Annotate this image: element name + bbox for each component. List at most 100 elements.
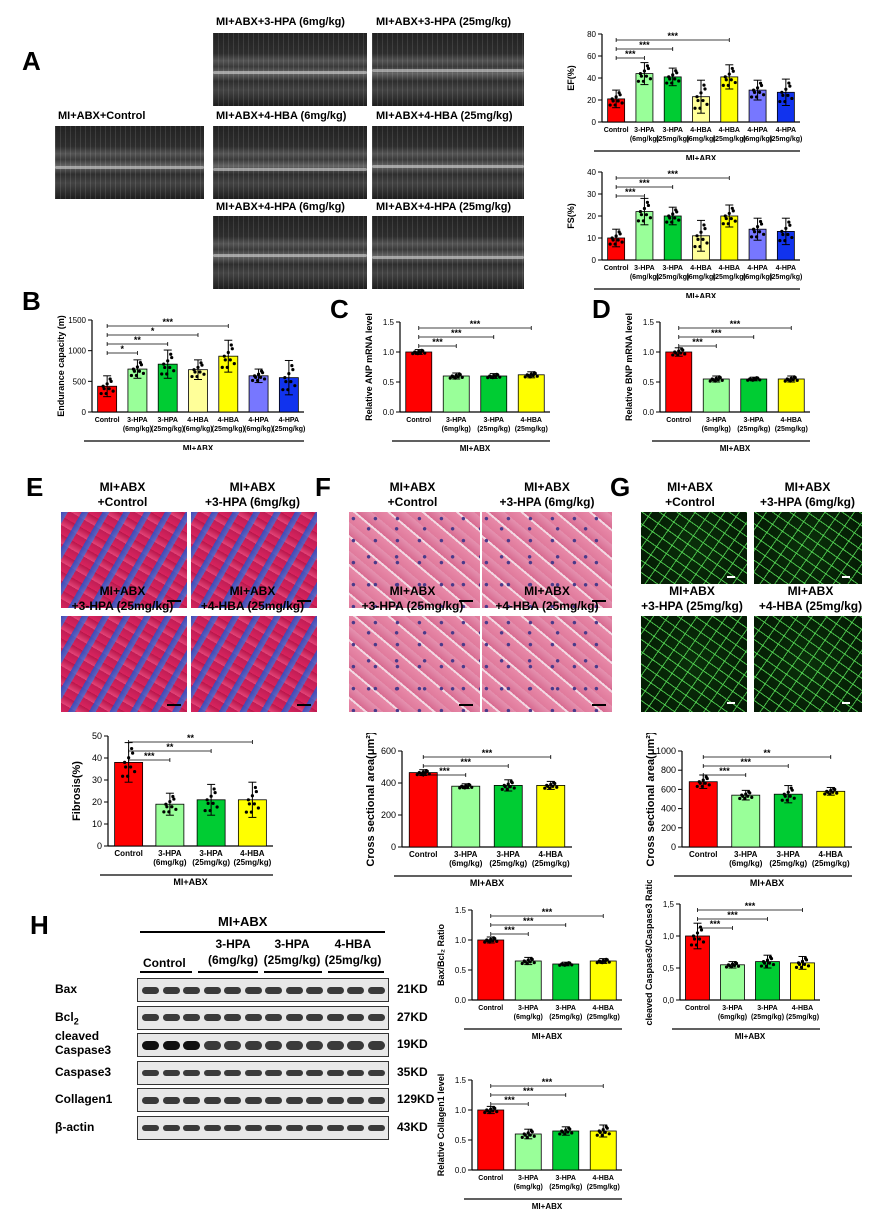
blot-band — [347, 1069, 364, 1076]
data-point — [129, 765, 133, 769]
data-point — [560, 962, 564, 966]
panel-label-a: A — [22, 46, 41, 76]
data-point — [718, 376, 722, 380]
blot-kd-label: 19KD — [397, 1037, 428, 1051]
title-line: +3-HPA (6mg/kg) — [499, 495, 595, 509]
significance-label: *** — [710, 919, 721, 929]
y-tick-label: 0 — [97, 841, 102, 851]
data-point — [196, 365, 200, 369]
significance-label: *** — [460, 757, 471, 767]
data-point — [793, 376, 797, 380]
significance-label: *** — [711, 328, 722, 338]
data-point — [522, 1132, 526, 1136]
data-point — [705, 776, 709, 781]
data-point — [795, 378, 799, 382]
blot-band — [347, 1040, 364, 1050]
y-tick-label: 0 — [82, 408, 87, 417]
blot-band — [142, 986, 159, 994]
blot-band — [224, 1124, 241, 1131]
data-point — [677, 349, 681, 353]
data-point — [673, 216, 677, 220]
data-point — [754, 235, 759, 239]
data-point — [677, 79, 681, 83]
panel-label-d: D — [592, 294, 611, 324]
significance-label: *** — [144, 751, 155, 761]
data-point — [417, 771, 421, 775]
blot-kd-label: 129KD — [397, 1092, 435, 1106]
significance-label: * — [121, 344, 125, 354]
data-point — [746, 794, 750, 798]
blot-row-label: Caspase3 — [55, 1064, 112, 1079]
y-axis-label: Endurance capacity (m) — [56, 315, 66, 417]
x-tick-label: 4-HBA — [593, 1175, 614, 1182]
title-line: +3-HPA (6mg/kg) — [759, 495, 855, 509]
data-point — [788, 84, 792, 88]
data-point — [494, 374, 498, 379]
x-tick-label: 4-HPA — [747, 265, 767, 272]
data-point — [505, 787, 509, 791]
data-point — [701, 98, 705, 103]
data-point — [787, 220, 791, 224]
blot-col-underline — [140, 971, 192, 973]
data-point — [781, 93, 785, 97]
data-point — [448, 376, 452, 380]
data-point — [170, 355, 174, 360]
data-point — [697, 937, 702, 941]
data-point — [620, 101, 624, 105]
blot-band — [265, 1040, 282, 1050]
data-point — [488, 374, 492, 378]
data-point — [255, 378, 260, 383]
data-point — [644, 74, 649, 78]
y-tick-label: 0,5 — [663, 964, 675, 973]
data-point — [790, 96, 794, 101]
data-point — [491, 939, 495, 943]
data-point — [101, 384, 105, 388]
data-point — [160, 372, 164, 376]
y-tick-label: 600 — [661, 784, 676, 794]
data-point — [788, 794, 792, 798]
x-tick-label: (25mg/kg) — [272, 426, 305, 433]
data-point — [731, 209, 735, 213]
data-point — [726, 963, 731, 967]
data-point — [195, 374, 199, 379]
data-point — [607, 960, 611, 964]
bar — [816, 790, 846, 848]
group-label: MI+ABX — [532, 1032, 563, 1041]
title-line: MI+ABX — [99, 584, 146, 598]
data-point — [528, 960, 532, 964]
echo-image-4hba-25 — [372, 126, 524, 199]
bar — [720, 964, 745, 1001]
data-point — [750, 795, 754, 799]
blot-band — [162, 1124, 180, 1131]
y-axis-label: Fibrosis(%) — [71, 761, 83, 821]
data-point — [645, 200, 650, 204]
blot-band — [265, 1069, 282, 1076]
data-point — [262, 377, 267, 381]
data-point — [526, 1131, 530, 1135]
data-point — [724, 78, 728, 82]
blot-col-underline — [328, 971, 384, 973]
data-point — [699, 928, 704, 932]
trichrome-image-3hpa-6 — [191, 512, 317, 608]
x-tick-label: 4-HBA — [539, 850, 564, 859]
blot-band — [326, 1124, 344, 1131]
x-tick-label: (25mg/kg) — [532, 859, 570, 868]
data-point — [696, 98, 700, 103]
data-point — [701, 940, 706, 944]
x-tick-label: (6mg/kg) — [442, 426, 471, 433]
chart-anp: 0.0 0.5 1.0 1.5 Relative ANP mRNA level Contr… — [364, 313, 550, 453]
data-point — [671, 353, 675, 357]
y-tick-label: 0 — [592, 256, 597, 265]
data-point — [645, 64, 650, 68]
data-point — [778, 239, 782, 243]
bar — [514, 1133, 542, 1171]
data-point — [601, 1128, 605, 1132]
blot-band — [367, 1014, 385, 1021]
data-point — [226, 350, 230, 355]
x-tick-label: Control — [689, 850, 717, 859]
data-point — [543, 786, 547, 790]
data-point — [759, 964, 764, 968]
data-point — [641, 79, 646, 83]
data-point — [553, 781, 557, 786]
x-tick-label: 3-HPA — [556, 1175, 576, 1182]
